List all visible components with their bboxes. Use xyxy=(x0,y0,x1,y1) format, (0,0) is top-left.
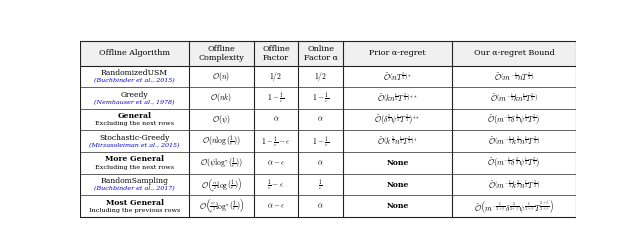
Text: $\mathcal{O}(\psi)$: $\mathcal{O}(\psi)$ xyxy=(212,113,230,126)
Text: Our α-regret Bound: Our α-regret Bound xyxy=(474,49,554,57)
Text: $\alpha$: $\alpha$ xyxy=(317,202,324,210)
Text: $\mathcal{O}\left(\frac{\psi}{\epsilon^{2}}\log^{\gamma}\left(\frac{1}{\epsilon}: $\mathcal{O}\left(\frac{\psi}{\epsilon^{… xyxy=(198,197,244,215)
Text: $\frac{1}{e}$: $\frac{1}{e}$ xyxy=(318,177,323,192)
Text: $\tilde{\mathcal{O}}\left(\delta^{\frac{2}{3}}\psi^{\frac{1}{3}}T^{\frac{2}{3}}\: $\tilde{\mathcal{O}}\left(\delta^{\frac{… xyxy=(374,112,420,127)
Text: $\mathcal{O}(n)$: $\mathcal{O}(n)$ xyxy=(212,70,230,83)
Text: RandomizedUSM: RandomizedUSM xyxy=(101,69,168,77)
Text: $\alpha-\epsilon$: $\alpha-\epsilon$ xyxy=(267,159,285,167)
Text: Prior α-regret: Prior α-regret xyxy=(369,49,426,57)
Text: (Buchbinder et al., 2015): (Buchbinder et al., 2015) xyxy=(94,78,175,83)
Text: Greedy: Greedy xyxy=(121,91,148,98)
Text: $\tilde{\mathcal{O}}\left(nT^{\frac{2}{3}}\right)^{*}$: $\tilde{\mathcal{O}}\left(nT^{\frac{2}{3… xyxy=(383,70,412,83)
Text: Offline
Complexity: Offline Complexity xyxy=(198,45,244,62)
Text: General: General xyxy=(118,112,152,120)
Text: (Mirzasoleiman et al., 2015): (Mirzasoleiman et al., 2015) xyxy=(90,143,180,148)
Text: $\tilde{\mathcal{O}}\left(m^{-\frac{1}{3}}k^{\frac{2}{3}}n^{\frac{1}{3}}T^{\frac: $\tilde{\mathcal{O}}\left(m^{-\frac{1}{3… xyxy=(488,135,540,148)
Text: $\tilde{\mathcal{O}}\left(k^{\frac{2}{3}}n^{\frac{1}{3}}T^{\frac{2}{3}}\right)^{: $\tilde{\mathcal{O}}\left(k^{\frac{2}{3}… xyxy=(377,135,418,148)
Text: $\tilde{\mathcal{O}}\left(m^{-\frac{1}{3}}nT^{\frac{2}{3}}\right)$: $\tilde{\mathcal{O}}\left(m^{-\frac{1}{3… xyxy=(494,70,534,83)
Text: $\tilde{\mathcal{O}}\left(m^{-\frac{1}{3}}k^{\frac{2}{3}}n^{\frac{1}{3}}T^{\frac: $\tilde{\mathcal{O}}\left(m^{-\frac{1}{3… xyxy=(488,178,540,191)
Text: $\mathcal{O}\left(\frac{n}{\epsilon^{2}}\log\left(\frac{1}{\epsilon}\right)\righ: $\mathcal{O}\left(\frac{n}{\epsilon^{2}}… xyxy=(201,176,242,194)
Text: None: None xyxy=(387,202,408,210)
Text: $\mathcal{O}\left(\psi\log^{\gamma}\left(\frac{1}{\epsilon}\right)\right)$: $\mathcal{O}\left(\psi\log^{\gamma}\left… xyxy=(200,155,243,170)
Text: Stochastic-Greedy: Stochastic-Greedy xyxy=(99,134,170,142)
Text: Online
Factor α: Online Factor α xyxy=(303,45,337,62)
Text: $\tilde{\mathcal{O}}\left(m^{-\frac{1}{3}}\delta^{\frac{2}{3}}\psi^{\frac{1}{3}}: $\tilde{\mathcal{O}}\left(m^{-\frac{1}{3… xyxy=(487,156,541,170)
Text: $\mathcal{O}\left(n\log\left(\frac{1}{\epsilon}\right)\right)$: $\mathcal{O}\left(n\log\left(\frac{1}{\e… xyxy=(202,134,241,149)
Text: $1-\frac{1}{e}$: $1-\frac{1}{e}$ xyxy=(312,134,329,149)
Text: (Buchbinder et al., 2017): (Buchbinder et al., 2017) xyxy=(94,186,175,191)
Text: $\tilde{\mathcal{O}}\left(m^{-\frac{1}{3}}\delta^{\frac{2}{3}}\psi^{\frac{1}{3}}: $\tilde{\mathcal{O}}\left(m^{-\frac{1}{3… xyxy=(487,112,541,127)
Text: $\alpha$: $\alpha$ xyxy=(273,116,279,124)
Text: $\alpha-\epsilon$: $\alpha-\epsilon$ xyxy=(267,202,285,210)
Text: None: None xyxy=(387,159,408,167)
Text: $\mathcal{O}(nk)$: $\mathcal{O}(nk)$ xyxy=(211,92,232,105)
Text: $1/2$: $1/2$ xyxy=(314,70,327,83)
Text: None: None xyxy=(387,181,408,189)
Text: $\frac{1}{e}-\epsilon$: $\frac{1}{e}-\epsilon$ xyxy=(268,177,285,192)
Text: Offline Algorithm: Offline Algorithm xyxy=(99,49,170,57)
Bar xyxy=(80,41,576,65)
Text: $\tilde{\mathcal{O}}\left(kn^{\frac{1}{3}}T^{\frac{2}{3}}\right)^{**}$: $\tilde{\mathcal{O}}\left(kn^{\frac{1}{3… xyxy=(377,92,418,104)
Text: $\alpha$: $\alpha$ xyxy=(317,159,324,167)
Text: $1-\frac{1}{e}$: $1-\frac{1}{e}$ xyxy=(268,91,284,106)
Text: $\tilde{\mathcal{O}}\left(m^{-\frac{1}{3+\beta}}\delta^{\frac{2}{3+\beta}}\psi^{: $\tilde{\mathcal{O}}\left(m^{-\frac{1}{3… xyxy=(474,197,554,215)
Text: $1-\frac{1}{e}$: $1-\frac{1}{e}$ xyxy=(312,91,329,106)
Text: $1/2$: $1/2$ xyxy=(269,70,282,83)
Text: $\tilde{\mathcal{O}}\left(m^{-\frac{1}{3}}kn^{\frac{1}{3}}T^{\frac{2}{3}}\right): $\tilde{\mathcal{O}}\left(m^{-\frac{1}{3… xyxy=(490,92,538,104)
Text: $\alpha$: $\alpha$ xyxy=(317,116,324,124)
Text: (Nemhauser et al., 1978): (Nemhauser et al., 1978) xyxy=(94,100,175,105)
Text: RandomSampling: RandomSampling xyxy=(100,177,168,185)
Text: Excluding the next rows: Excluding the next rows xyxy=(95,122,174,126)
Text: Including the previous rows: Including the previous rows xyxy=(89,208,180,213)
Text: Offline
Factor: Offline Factor xyxy=(262,45,290,62)
Text: Most General: Most General xyxy=(106,199,164,207)
Text: More General: More General xyxy=(105,155,164,163)
Text: $1-\frac{1}{e}-\epsilon$: $1-\frac{1}{e}-\epsilon$ xyxy=(261,134,291,149)
Text: Excluding the next rows: Excluding the next rows xyxy=(95,165,174,170)
